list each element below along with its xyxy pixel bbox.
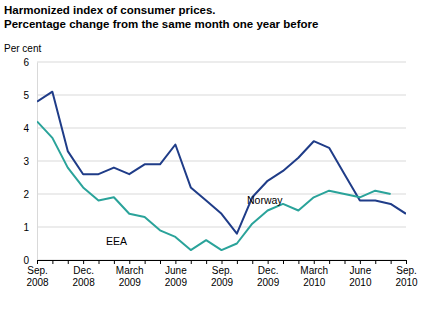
y-axis: 0 1 2 3 4 5 6 [23, 57, 37, 266]
x-tick [114, 260, 115, 264]
y-tick-label: 4 [23, 123, 29, 134]
x-tick [99, 260, 100, 264]
title: Harmonized index of consumer prices.Perc… [4, 4, 318, 30]
x-tick-mark [298, 260, 299, 264]
x-tick-label: Sep.2008 [26, 265, 49, 288]
lines [37, 92, 406, 250]
series-line [37, 121, 391, 250]
x-tick [375, 260, 376, 264]
grid [37, 62, 406, 260]
x-tick [391, 260, 392, 264]
y-tick: 1 [23, 222, 37, 233]
x-tick-mark [268, 260, 269, 264]
x-tick-mark [345, 260, 346, 264]
x-tick-mark [191, 260, 192, 264]
plot: 0 1 2 3 4 5 6 Sep.2008 Dec.2008 March2009 June2009… [23, 57, 418, 288]
x-tick-mark [37, 260, 38, 264]
x-tick-mark [129, 260, 130, 264]
x-tick [237, 260, 238, 264]
x-tick: Dec.2008 [73, 260, 96, 288]
x-axis: Sep.2008 Dec.2008 March2009 June2009 Sep.200… [26, 260, 418, 288]
x-tick-mark [314, 260, 315, 264]
x-tick: Sep.2010 [395, 260, 418, 288]
x-tick [68, 260, 69, 264]
y-tick-label: 1 [23, 222, 29, 233]
x-tick: June2009 [165, 260, 188, 288]
x-tick-mark [52, 260, 53, 264]
x-tick [145, 260, 146, 264]
x-tick-mark [68, 260, 69, 264]
x-tick-mark [406, 260, 407, 264]
x-tick [191, 260, 192, 264]
grid-line [37, 227, 406, 228]
y-axis-title: Per cent [4, 43, 41, 54]
x-tick-label: Sep.2009 [211, 265, 234, 288]
grid-line [37, 62, 406, 63]
grid-line [37, 161, 406, 162]
y-tick-label: 3 [23, 156, 29, 167]
y-tick: 0 [23, 255, 37, 266]
x-tick [206, 260, 207, 264]
x-tick-mark [83, 260, 84, 264]
x-tick [345, 260, 346, 264]
y-tick-label: 6 [23, 57, 29, 68]
x-tick-mark [160, 260, 161, 264]
x-tick [298, 260, 299, 264]
x-tick-mark [391, 260, 392, 264]
y-tick: 3 [23, 156, 37, 167]
y-tick-label: 0 [23, 255, 29, 266]
grid-line [37, 128, 406, 129]
x-tick-mark [360, 260, 361, 264]
x-tick-mark [283, 260, 284, 264]
x-tick: Dec.2009 [257, 260, 280, 288]
x-tick-label: June2009 [165, 265, 188, 288]
series-label: Norway [247, 194, 283, 206]
x-tick: March2009 [116, 260, 144, 288]
x-tick [52, 260, 53, 264]
x-tick-mark [114, 260, 115, 264]
x-tick-mark [145, 260, 146, 264]
chart: Harmonized index of consumer prices.Perc… [0, 0, 426, 326]
x-tick-mark [99, 260, 100, 264]
series-line [37, 92, 406, 234]
y-tick: 4 [23, 123, 37, 134]
x-tick [329, 260, 330, 264]
x-tick [283, 260, 284, 264]
series-label: EEA [106, 235, 127, 247]
x-tick-mark [206, 260, 207, 264]
y-tick: 2 [23, 189, 37, 200]
y-tick-label: 2 [23, 189, 29, 200]
y-tick-label: 5 [23, 90, 29, 101]
x-tick-label: March2010 [300, 265, 328, 288]
y-tick: 6 [23, 57, 37, 68]
grid-line [37, 95, 406, 96]
x-tick: March2010 [300, 260, 328, 288]
x-tick-mark [329, 260, 330, 264]
x-tick-label: Dec.2009 [257, 265, 280, 288]
y-axis-line [37, 63, 38, 261]
x-tick: Sep.2009 [211, 260, 234, 288]
x-tick-label: June2010 [349, 265, 372, 288]
x-tick-mark [237, 260, 238, 264]
x-tick-mark [222, 260, 223, 264]
x-tick-mark [175, 260, 176, 264]
x-tick: Sep.2008 [26, 260, 49, 288]
x-tick [252, 260, 253, 264]
x-tick [160, 260, 161, 264]
y-tick: 5 [23, 90, 37, 101]
x-tick-label: Dec.2008 [73, 265, 96, 288]
x-tick-label: Sep.2010 [395, 265, 418, 288]
x-tick-label: March2009 [116, 265, 144, 288]
x-tick-mark [375, 260, 376, 264]
x-tick: June2010 [349, 260, 372, 288]
x-tick-mark [252, 260, 253, 264]
